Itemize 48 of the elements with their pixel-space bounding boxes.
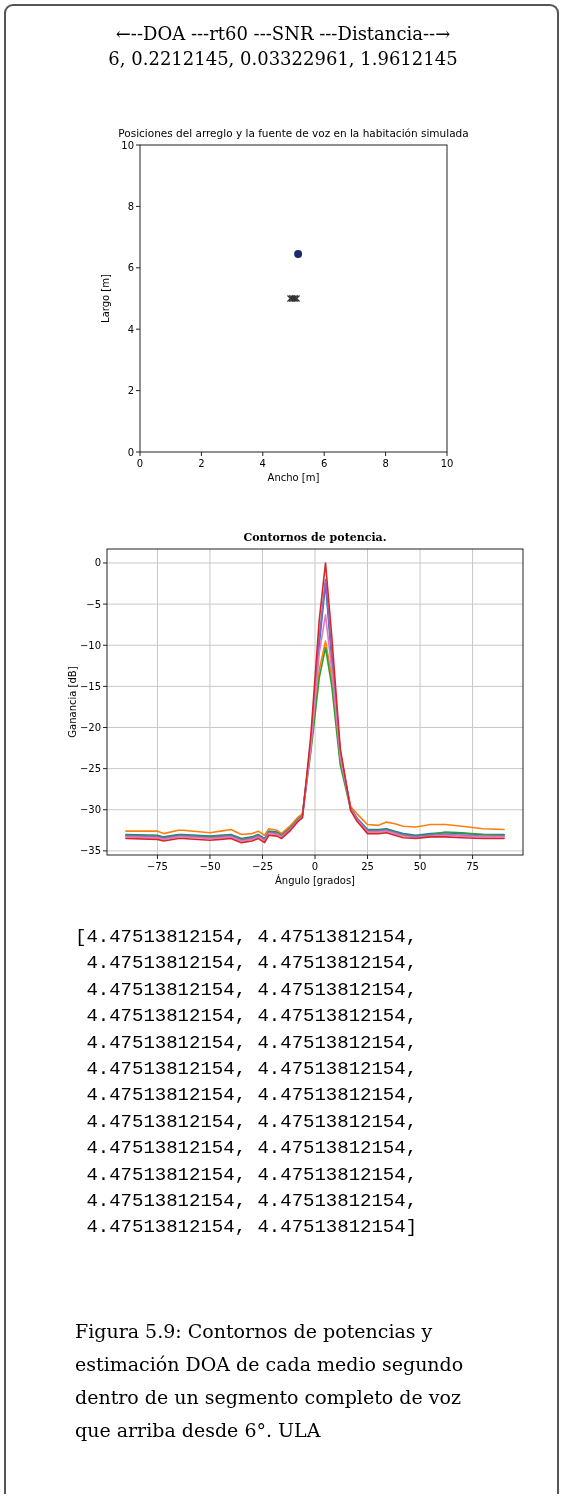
x-tick-label: 10 bbox=[440, 458, 454, 469]
text: [4.47513812154, 4.47513812154, bbox=[75, 926, 418, 948]
text: 4.47513812154, 4.47513812154, bbox=[75, 1110, 418, 1133]
text: 4.47513812154, 4.47513812154, bbox=[75, 1190, 418, 1212]
x-axis-title: Ancho [m] bbox=[267, 472, 320, 483]
y-tick-label: 10 bbox=[121, 139, 134, 151]
text: 6, 0.2212145, 0.03322961, 1.9612145 bbox=[108, 48, 458, 69]
text: 4.47513812154, 4.47513812154, bbox=[75, 1163, 418, 1186]
text: 4.47513812154, 4.47513812154, bbox=[75, 1137, 418, 1160]
text: Figura 5.9: Contornos de potencias y estimación DOA de cada medio segundo dentro de un segmento completo de voz que arriba desde 6°. ULA bbox=[75, 1320, 464, 1441]
x-tick-label: 0 bbox=[136, 458, 144, 469]
y-tick-label: 0 bbox=[94, 557, 101, 569]
text: 4.47513812154, 4.47513812154, bbox=[75, 1005, 418, 1028]
x-tick-label: 0 bbox=[311, 861, 319, 872]
y-tick-label: 4 bbox=[127, 323, 134, 335]
x-tick-label: 75 bbox=[466, 861, 479, 872]
text: 4.47513812154, 4.47513812154, bbox=[75, 952, 418, 975]
y-axis-title: Largo [m] bbox=[100, 273, 111, 323]
text: 4.47513812154, 4.47513812154, bbox=[75, 1058, 418, 1080]
y-tick-label: 8 bbox=[127, 200, 134, 212]
y-tick-label: −5 bbox=[86, 598, 101, 610]
x-tick-label: 4 bbox=[259, 458, 266, 469]
x-tick-label: 2 bbox=[198, 458, 205, 469]
y-tick-label: −20 bbox=[79, 722, 101, 733]
x-tick-label: 25 bbox=[361, 861, 374, 872]
y-axis-title: Ganancia [dB] bbox=[67, 666, 78, 738]
text: 4.47513812154, 4.47513812154, bbox=[75, 1031, 418, 1054]
text: 4.47513812154, 4.47513812154] bbox=[75, 1216, 418, 1239]
y-tick-label: −35 bbox=[79, 845, 101, 857]
x-tick-label: 50 bbox=[413, 861, 427, 872]
chart-title: Contornos de potencia. bbox=[243, 531, 387, 544]
text: 4.47513812154, 4.47513812154, bbox=[75, 1084, 418, 1107]
y-tick-label: −10 bbox=[79, 639, 101, 651]
x-tick-label: −50 bbox=[199, 861, 221, 872]
text: ←--DOA ---rt60 ---SNR ---Distancia--→ bbox=[115, 23, 451, 44]
x-tick-label: 8 bbox=[382, 458, 389, 469]
text: 4.47513812154, 4.47513812154, bbox=[75, 978, 418, 1001]
y-tick-label: −30 bbox=[79, 804, 101, 816]
x-axis-title: Ángulo [grados] bbox=[274, 874, 356, 886]
x-tick-label: −25 bbox=[251, 861, 274, 872]
y-tick-label: 6 bbox=[127, 262, 134, 274]
x-tick-label: −75 bbox=[146, 861, 168, 872]
y-tick-label: −15 bbox=[79, 680, 101, 692]
y-tick-label: 0 bbox=[127, 446, 134, 458]
y-tick-label: 2 bbox=[127, 385, 134, 397]
y-tick-label: −25 bbox=[79, 763, 101, 775]
x-tick-label: 6 bbox=[321, 458, 328, 469]
chart-title: Posiciones del arreglo y la fuente de voz en la habitación simulada bbox=[118, 127, 469, 139]
